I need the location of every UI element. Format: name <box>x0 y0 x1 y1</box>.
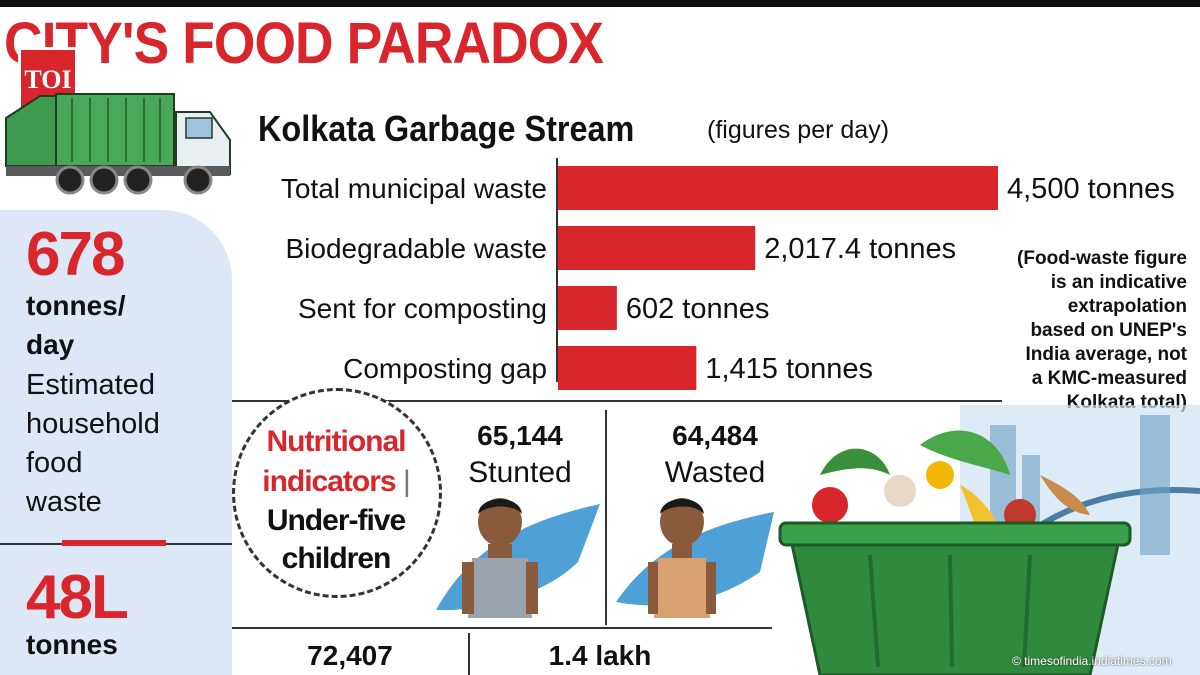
chart-subtitle: (figures per day) <box>707 116 890 144</box>
garbage-stream-chart: Total municipal waste 4,500 tonnes Biodegr… <box>281 158 1175 390</box>
value-label: 602 tonnes <box>626 293 770 325</box>
footnote-line: extrapolation <box>1067 296 1187 317</box>
nutrition-title-line1: Nutritional <box>266 425 407 458</box>
footnote: (Food-waste figure is an indicative extr… <box>975 247 1187 415</box>
footnote-line: based on UNEP's <box>1030 320 1187 341</box>
wasted-child-illustration <box>616 498 774 618</box>
stats-panel <box>0 210 232 675</box>
annual-waste-unit: tonnes <box>26 629 118 660</box>
nutrition-title: Nutritional indicators | <box>236 422 436 502</box>
footnote-line: (Food-waste figure <box>1017 248 1187 269</box>
column-divider <box>605 410 607 625</box>
chart-title: Kolkata Garbage Stream <box>258 108 635 149</box>
category-label: Composting gap <box>343 353 547 384</box>
category-label: Total municipal waste <box>281 173 547 204</box>
value-label: 1,415 tonnes <box>705 353 873 385</box>
food-waste-unit-1: tonnes/ <box>26 290 126 321</box>
bar <box>558 286 617 330</box>
food-waste-desc-3: food <box>26 447 83 479</box>
column-divider-bottom <box>468 633 470 675</box>
nutrition-title-line2: indicators | <box>236 462 436 502</box>
source-credit: © timesofindia.indiatimes.com <box>1012 654 1172 668</box>
value-label: 4,500 tonnes <box>1007 173 1175 205</box>
bar <box>558 346 697 390</box>
footnote-line: is an indicative <box>1050 272 1187 293</box>
stunted-child-illustration <box>436 498 600 618</box>
top-rule <box>0 0 1200 7</box>
value-label: 2,017.4 tonnes <box>764 233 956 265</box>
food-waste-desc-2: household <box>26 408 160 440</box>
bottom-value-2: 1.4 lakh <box>548 640 652 671</box>
nutrition-subtitle-line2: children <box>281 542 392 575</box>
nutrition-subtitle: Under-five children <box>236 502 436 578</box>
bar <box>558 226 756 270</box>
headline: CITY'S FOOD PARADOX <box>4 11 604 76</box>
section-divider <box>232 400 1002 402</box>
stunted-label: Stunted <box>468 456 572 489</box>
title-separator: | <box>402 465 411 498</box>
annual-waste-value: 48L <box>26 563 129 632</box>
bottom-value-1: 72,407 <box>307 640 393 671</box>
category-label: Sent for composting <box>298 293 547 324</box>
bar <box>558 166 998 210</box>
panel-divider-accent <box>62 540 166 546</box>
category-label: Biodegradable waste <box>285 233 547 264</box>
footnote-line: a KMC-measured <box>1031 368 1187 389</box>
nutrition-title-word: indicators <box>262 465 396 498</box>
footnote-line: India average, not <box>1025 344 1187 365</box>
stunted-value: 65,144 <box>477 420 563 451</box>
wasted-label: Wasted <box>664 456 766 489</box>
food-waste-unit-2: day <box>26 329 75 360</box>
wasted-value: 64,484 <box>672 420 758 451</box>
food-waste-value: 678 <box>26 220 125 289</box>
food-waste-desc-1: Estimated <box>26 369 155 401</box>
nutrition-badge <box>232 388 442 598</box>
row-divider <box>232 627 772 629</box>
garbage-bin-illustration <box>778 405 1200 675</box>
garbage-truck-icon <box>5 93 231 195</box>
food-waste-desc-4: waste <box>26 486 102 518</box>
nutrition-subtitle-line1: Under-five <box>266 504 406 537</box>
